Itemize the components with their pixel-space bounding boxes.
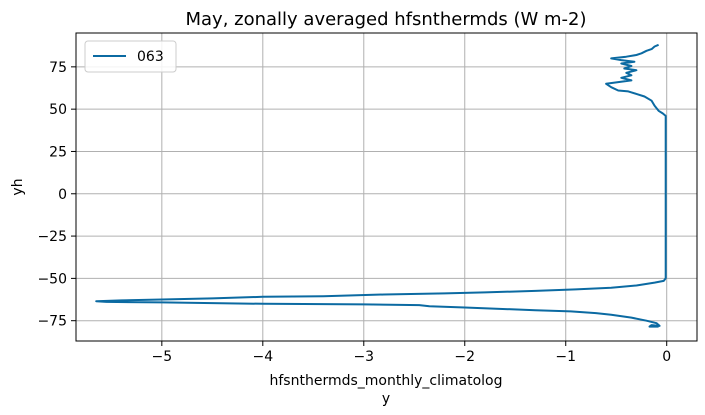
y-tick-label: 0	[58, 187, 67, 203]
legend-box	[84, 40, 177, 73]
x-axis-ticks: −5 −4 −3 −2 −1 0	[152, 341, 671, 365]
x-axis-label: hfsnthermds_monthly_climatolog	[270, 373, 503, 389]
x-axis-label-line2: y	[382, 391, 390, 407]
y-tick-label: −25	[37, 229, 67, 245]
series-layer	[95, 43, 667, 328]
x-tick-label: −1	[555, 349, 576, 365]
y-tick-label: 50	[49, 102, 67, 118]
y-tick-label: 25	[49, 144, 67, 160]
y-tick-label: −75	[37, 314, 67, 330]
y-axis-ticks: 75 50 25 0 −25 −50 −75	[37, 60, 76, 330]
series-line-063	[95, 43, 667, 328]
legend-label: 063	[137, 49, 164, 65]
x-tick-label: −4	[252, 349, 273, 365]
x-tick-label: −3	[353, 349, 374, 365]
legend: 063	[84, 40, 177, 73]
plot-frame	[75, 32, 698, 342]
x-tick-label: −2	[454, 349, 475, 365]
x-tick-label: 0	[662, 349, 671, 365]
chart-title: May, zonally averaged hfsnthermds (W m-2…	[185, 9, 586, 30]
grid-lines	[76, 33, 697, 341]
y-tick-label: 75	[49, 60, 67, 76]
y-tick-label: −50	[37, 271, 67, 287]
y-axis-label: yh	[10, 178, 26, 195]
x-tick-label: −5	[152, 349, 173, 365]
